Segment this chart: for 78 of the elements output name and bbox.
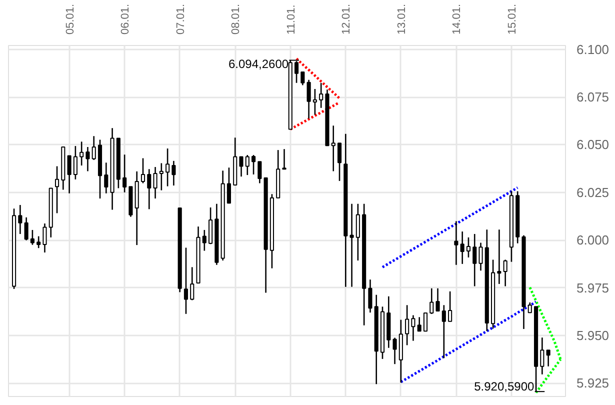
candlestick xyxy=(411,314,416,342)
candlestick xyxy=(337,142,342,182)
candlestick xyxy=(423,312,428,332)
candlestick xyxy=(190,266,194,301)
candlestick xyxy=(436,288,440,312)
candlestick xyxy=(239,156,244,178)
candlestick xyxy=(454,220,458,266)
candlestick xyxy=(122,154,127,194)
candlestick xyxy=(159,162,164,191)
candlestick xyxy=(140,158,146,184)
candlestick xyxy=(258,161,262,184)
candlestick xyxy=(368,278,372,314)
line-series xyxy=(400,300,538,384)
candlestick xyxy=(442,304,446,359)
candlestick xyxy=(356,203,360,262)
candlestick xyxy=(92,135,96,161)
candlestick xyxy=(392,337,397,365)
y-tick-label: 5.975 xyxy=(576,280,610,296)
candlestick xyxy=(417,316,422,332)
y-tick-label: 6.000 xyxy=(576,232,610,248)
line-series xyxy=(381,186,519,268)
y-tick-label: 6.100 xyxy=(576,42,610,57)
x-tick-label: 13.01. xyxy=(396,4,408,34)
candlestick xyxy=(166,148,170,187)
candlestick xyxy=(546,349,550,368)
candlestick xyxy=(460,230,464,265)
candlestick xyxy=(104,162,108,194)
annotation: 5.920,5900 xyxy=(474,380,535,394)
y-tick-label: 6.075 xyxy=(576,90,610,105)
x-tick-label: 06.01. xyxy=(120,4,132,34)
candlestick xyxy=(528,302,532,314)
x-tick-label: 07.01. xyxy=(174,4,187,34)
candlestick xyxy=(226,166,231,204)
candlestick xyxy=(18,204,22,235)
candlestick xyxy=(251,154,256,176)
candlestick xyxy=(208,206,213,245)
candlestick xyxy=(184,247,188,315)
x-tick-label: 15.01. xyxy=(506,4,518,34)
candlestick xyxy=(448,290,452,322)
x-tick-label: 08.01. xyxy=(230,4,242,34)
candlestick xyxy=(466,236,471,258)
x-tick-label: 11.01. xyxy=(285,4,298,34)
y-tick-label: 5.925 xyxy=(576,376,610,391)
candlestick xyxy=(350,203,354,288)
candlestick xyxy=(24,216,28,241)
y-tick-label: 6.025 xyxy=(576,184,610,200)
candlestick xyxy=(36,236,41,249)
candlestick xyxy=(30,229,34,246)
candlestick xyxy=(312,88,317,116)
candlestick xyxy=(147,168,152,210)
candlestick xyxy=(73,145,78,180)
candlestick xyxy=(202,229,206,252)
candlestick xyxy=(282,148,286,170)
candlestick xyxy=(42,222,47,254)
candlestick xyxy=(503,259,508,287)
candlestick xyxy=(319,82,324,109)
candlestick xyxy=(497,228,502,285)
candlestick xyxy=(54,166,60,214)
candlestick xyxy=(172,160,176,186)
candlestick xyxy=(430,288,434,315)
y-tick-label: 5.950 xyxy=(576,328,610,343)
candlestick xyxy=(245,154,250,176)
candlestick xyxy=(472,233,477,287)
candlestick xyxy=(80,140,84,166)
candlestick xyxy=(86,146,90,172)
y-tick-label: 6.050 xyxy=(576,137,610,152)
candlestick xyxy=(67,154,72,194)
x-tick-label: 05.01. xyxy=(64,4,76,34)
candlestick xyxy=(306,79,311,120)
x-tick-label: 14.01. xyxy=(451,4,464,34)
candlestick xyxy=(153,166,158,200)
annotation: 6.094,2600 xyxy=(228,56,289,71)
x-tick-label: 12.01. xyxy=(340,4,353,34)
candlestick xyxy=(478,242,483,272)
candlestick xyxy=(540,336,544,376)
candlestick xyxy=(405,304,410,346)
candlestick xyxy=(300,71,305,86)
candlestick xyxy=(331,124,336,172)
